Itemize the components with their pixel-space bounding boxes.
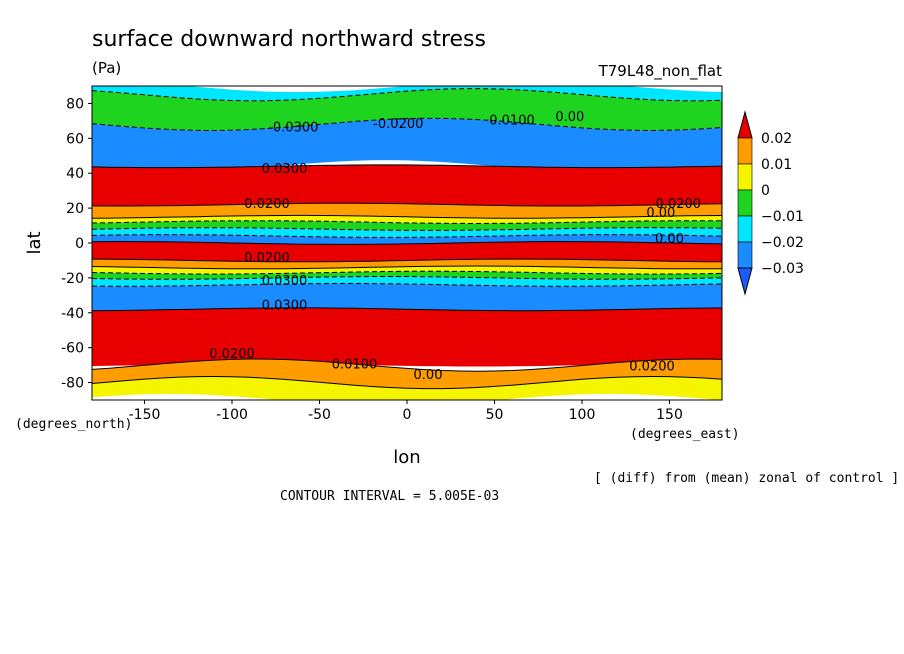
y-tick-label: -60 [61,341,84,357]
x-tick-label: 100 [569,407,596,423]
contour-line [92,358,722,372]
contour-line [92,164,722,169]
x-tick-label: -150 [129,407,161,423]
colorbar-top-arrow [737,110,753,139]
colorbar-label: −0.01 [761,209,804,225]
diff-note: [ (diff) from (mean) zonal of control ] [594,471,899,486]
contour-label: 0.0300 [262,274,308,289]
color-band [92,307,722,367]
contour-interval: CONTOUR INTERVAL = 5.005E-03 [280,489,499,504]
chart-title: surface downward northward stress [92,27,486,52]
y-tick-label: -20 [61,271,84,287]
colorbar-segment [737,163,753,191]
plot-area: -0.0300 -0.0200 0.0100 0.000.02000.000.000.… [91,85,723,401]
y-tick-label: 40 [66,166,84,182]
contour-line [92,214,722,219]
contour-label: 0.00 [555,110,584,125]
contour-line [92,220,722,225]
y-units-label: (degrees_north) [15,417,132,432]
contour-label: -0.0200 [373,117,423,132]
colorbar-label: 0 [761,183,770,199]
colorbar-label: 0.02 [761,131,792,147]
color-bands [92,86,722,400]
contour-label: 0.0300 [262,162,308,177]
color-band [92,164,722,206]
colorbar-segment [737,215,753,243]
colorbar-segment [737,137,753,165]
colorbar-segment [737,189,753,217]
y-tick-label: 0 [75,236,84,252]
y-axis-ticks: 80 60 40 20 0 -20 -40 -60 -80 [61,96,92,392]
contour-label: 0.00 [414,368,443,383]
color-band [92,86,722,101]
contour-label: 0.0200 [244,197,290,212]
contour-labels: -0.0300 -0.0200 0.0100 0.000.02000.000.000.… [209,110,701,383]
color-band [92,220,722,231]
x-units-label: (degrees_east) [630,427,740,442]
contour-line [92,283,722,287]
contour-line [92,307,722,312]
x-tick-label: -100 [216,407,248,423]
contour-line [92,375,722,390]
contour-label: 0.0200 [209,347,255,362]
color-band [92,276,722,287]
x-axis-ticks: -150 -100 -50 0 50 100 150 [129,400,683,423]
colorbar-label: −0.03 [761,261,804,277]
y-tick-label: -80 [61,376,84,392]
color-band [92,88,722,131]
color-band [92,227,722,238]
contour-line [92,265,722,270]
color-band [92,215,722,224]
contour-label: 0.00 [655,232,684,247]
contour-label: 0.0200 [656,197,702,212]
contour-label: 0.0200 [629,359,675,374]
contour-line [92,234,722,238]
x-axis-label: lon [393,447,420,468]
color-band [92,359,722,389]
color-band [92,203,722,219]
y-tick-label: 20 [66,201,84,217]
color-band [92,241,722,262]
contour-line [92,227,722,231]
units-label: (Pa) [92,59,121,77]
colorbar-label: −0.02 [761,235,804,251]
x-tick-label: 50 [486,407,504,423]
colorbar-segment [737,241,753,269]
contour-line [92,270,722,275]
x-tick-label: -50 [308,407,331,423]
contour-line [92,202,722,207]
x-tick-label: 150 [656,407,683,423]
contour-line [92,88,722,102]
contour-line [92,241,722,245]
contour-label: -0.0300 [268,120,318,135]
contour-line [92,117,722,132]
contour-label: 0.00 [646,206,675,221]
colorbar-bottom-arrow [737,267,753,296]
experiment-label: T79L48_non_flat [598,62,723,81]
color-band [92,266,722,275]
contour-line [92,258,722,263]
color-band [92,118,722,173]
contour-label: 0.0100 [489,113,535,128]
color-band [92,234,722,245]
y-axis-label: lat [24,231,45,254]
contour-label: 0.0200 [244,251,290,266]
y-tick-label: 60 [66,131,84,147]
contour-label: 0.0300 [262,298,308,313]
contour-lines [92,88,722,390]
colorbar-label: 0.01 [761,157,792,173]
color-band [92,283,722,311]
colorbar: 0.02 0.01 0 −0.01 −0.02 −0.03 [737,110,804,296]
y-tick-label: 80 [66,96,84,112]
contour-line [92,276,722,280]
y-tick-label: -40 [61,306,84,322]
x-tick-label: 0 [403,407,412,423]
contour-label: 0.0100 [332,358,378,373]
